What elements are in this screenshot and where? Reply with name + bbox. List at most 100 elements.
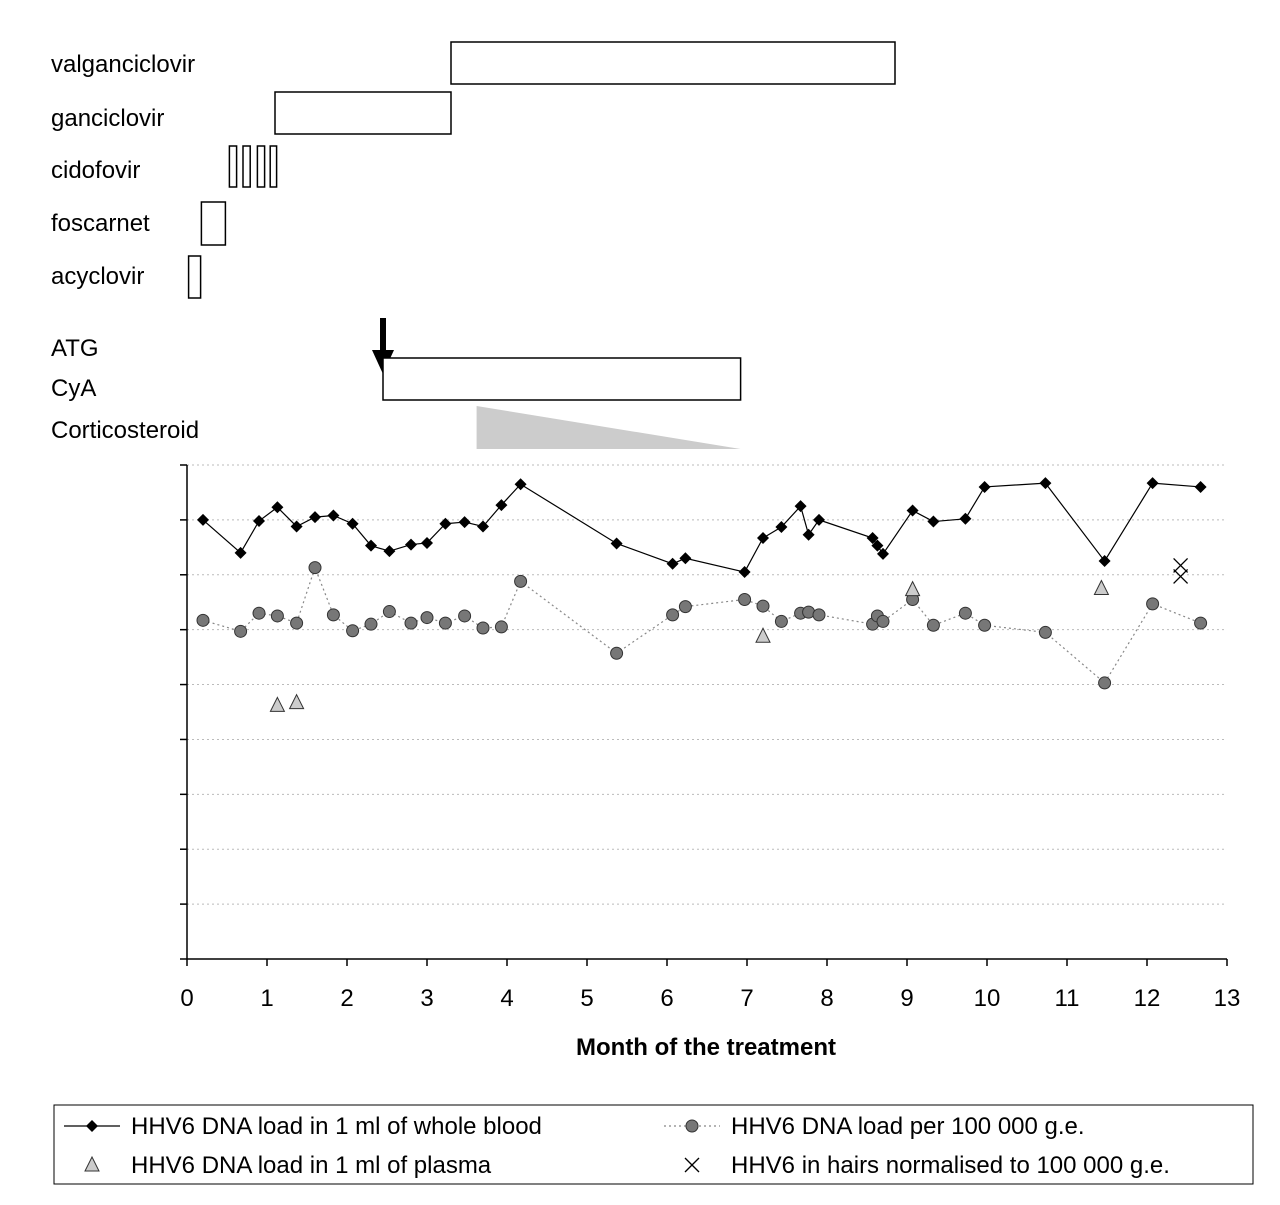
x-axis-ticks: 0 1 2 3 4 5 6 7 8 9 10 11 12 13 xyxy=(180,959,1240,1012)
legend-item-blood: HHV6 DNA load in 1 ml of whole blood xyxy=(64,1113,542,1140)
point-blood-22 xyxy=(775,521,788,534)
point-hairs-0 xyxy=(1173,557,1189,573)
legend-marker-ge xyxy=(685,1119,699,1133)
point-blood-35 xyxy=(1146,477,1159,490)
cidofovir-bars xyxy=(228,145,278,188)
legend-marker-plasma xyxy=(84,1155,100,1172)
point-ge-12 xyxy=(438,616,452,630)
label-atg: ATG xyxy=(51,335,99,362)
point-plasma-1 xyxy=(288,693,305,710)
point-blood-21 xyxy=(757,532,769,545)
point-ge-1 xyxy=(234,624,248,638)
cidofovir-dose-4 xyxy=(269,145,278,188)
label-foscarnet: foscarnet xyxy=(51,210,150,237)
x-axis-title: Month of the treatment xyxy=(576,1034,836,1061)
point-ge-14 xyxy=(476,621,490,635)
point-ge-5 xyxy=(308,561,322,575)
x-tick-label-3: 3 xyxy=(420,985,433,1012)
point-plasma-0 xyxy=(269,696,286,712)
point-ge-21 xyxy=(756,599,770,613)
point-ge-35 xyxy=(1146,597,1160,611)
legend-item-ge: HHV6 DNA load per 100 000 g.e. xyxy=(664,1113,1085,1140)
point-ge-32 xyxy=(978,618,992,632)
point-plasma-4 xyxy=(1093,579,1110,595)
x-tick-label-5: 5 xyxy=(580,985,593,1012)
foscarnet-bar xyxy=(200,201,227,246)
point-ge-0 xyxy=(196,613,210,627)
point-ge-17 xyxy=(610,646,624,660)
valganciclovir-bar xyxy=(450,41,896,85)
point-blood-20 xyxy=(738,566,751,579)
point-blood-12 xyxy=(439,517,452,530)
point-blood-29 xyxy=(906,504,919,517)
point-blood-30 xyxy=(927,515,940,528)
point-ge-6 xyxy=(326,608,340,622)
point-ge-25 xyxy=(812,608,826,622)
point-ge-16 xyxy=(514,574,528,588)
legend-label-blood: HHV6 DNA load in 1 ml of whole blood xyxy=(131,1113,542,1140)
point-ge-18 xyxy=(666,608,680,622)
point-blood-14 xyxy=(477,520,489,533)
ganciclovir-bar xyxy=(274,91,452,135)
point-blood-3 xyxy=(271,501,284,514)
x-tick-label-9: 9 xyxy=(900,985,913,1012)
label-corticosteroid: Corticosteroid xyxy=(51,417,199,444)
legend-box xyxy=(53,1104,1254,1185)
point-blood-4 xyxy=(290,520,303,533)
label-cidofovir: cidofovir xyxy=(51,157,140,184)
point-blood-26 xyxy=(866,532,879,545)
point-blood-31 xyxy=(959,512,972,525)
x-tick-label-1: 1 xyxy=(260,985,273,1012)
point-blood-24 xyxy=(802,528,815,541)
legend-item-hairs: HHV6 in hairs normalised to 100 000 g.e. xyxy=(684,1152,1170,1179)
x-tick-label-12: 12 xyxy=(1134,985,1161,1012)
series-lines xyxy=(202,482,1201,684)
x-tick-label-7: 7 xyxy=(740,985,753,1012)
x-tick-label-8: 8 xyxy=(820,985,833,1012)
corticosteroid-wedge xyxy=(476,406,741,449)
point-ge-4 xyxy=(290,616,304,630)
legend-marker-hairs xyxy=(684,1157,700,1173)
label-ganciclovir: ganciclovir xyxy=(51,105,164,132)
point-blood-13 xyxy=(458,516,471,529)
point-blood-18 xyxy=(666,557,679,570)
point-blood-19 xyxy=(679,552,692,565)
x-tick-label-13: 13 xyxy=(1214,985,1241,1012)
legend-marker-blood xyxy=(86,1120,98,1132)
point-ge-10 xyxy=(404,616,418,630)
cidofovir-dose-2 xyxy=(242,145,251,188)
point-ge-31 xyxy=(958,606,972,620)
point-ge-11 xyxy=(420,611,434,625)
point-blood-6 xyxy=(327,509,340,522)
point-blood-2 xyxy=(253,514,265,527)
point-blood-16 xyxy=(514,478,527,491)
x-tick-label-11: 11 xyxy=(1055,985,1080,1012)
point-ge-9 xyxy=(382,605,396,619)
point-blood-27 xyxy=(871,539,884,552)
point-blood-0 xyxy=(197,513,209,526)
point-blood-8 xyxy=(365,539,377,552)
point-ge-30 xyxy=(926,618,940,632)
point-blood-36 xyxy=(1194,480,1207,493)
cidofovir-dose-1 xyxy=(228,145,238,188)
acyclovir-bar xyxy=(187,255,202,299)
legend-item-plasma: HHV6 DNA load in 1 ml of plasma xyxy=(84,1152,492,1179)
point-hairs-1 xyxy=(1173,568,1189,584)
point-ge-22 xyxy=(774,614,788,628)
point-ge-8 xyxy=(364,617,378,631)
point-ge-19 xyxy=(678,600,692,614)
point-ge-7 xyxy=(346,624,360,638)
legend-label-plasma: HHV6 DNA load in 1 ml of plasma xyxy=(131,1152,492,1179)
gridlines xyxy=(187,464,1227,905)
point-blood-25 xyxy=(813,513,825,526)
cidofovir-dose-3 xyxy=(256,145,266,188)
legend-label-hairs: HHV6 in hairs normalised to 100 000 g.e. xyxy=(731,1152,1170,1179)
legend: HHV6 DNA load in 1 ml of whole blood HHV6… xyxy=(64,1113,1170,1179)
point-ge-36 xyxy=(1194,616,1208,630)
point-blood-34 xyxy=(1098,555,1111,568)
legend-label-ge: HHV6 DNA load per 100 000 g.e. xyxy=(731,1113,1085,1140)
x-tick-label-10: 10 xyxy=(974,985,1001,1012)
point-plasma-3 xyxy=(904,580,921,597)
point-blood-32 xyxy=(978,480,991,493)
